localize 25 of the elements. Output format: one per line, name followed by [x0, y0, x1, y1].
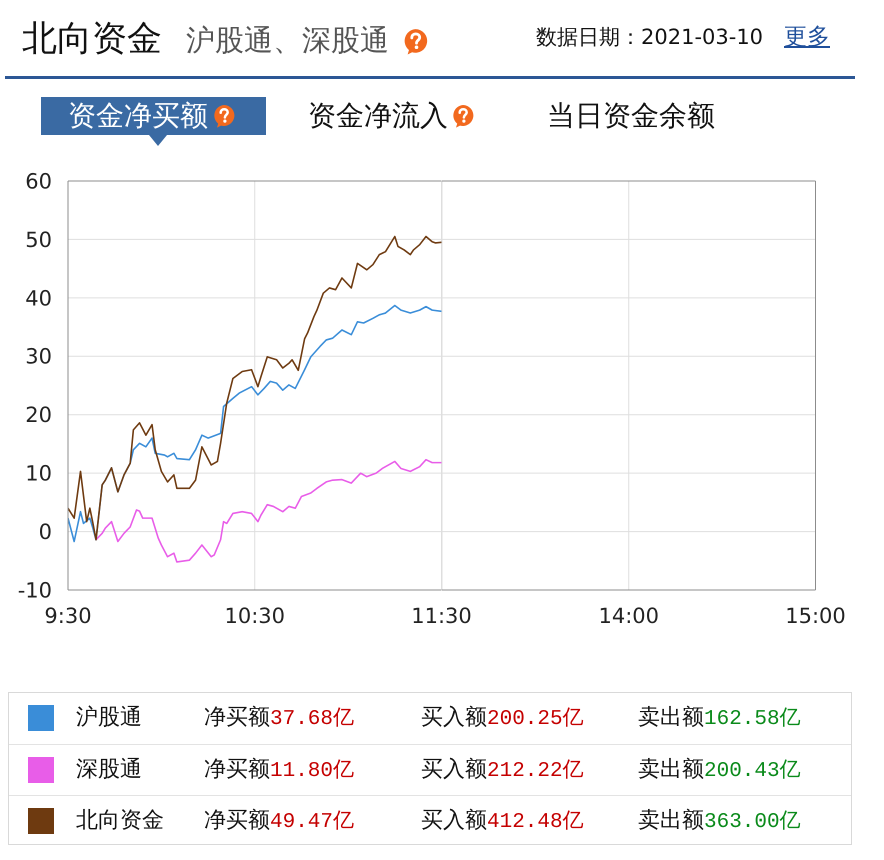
text: 资金净买额	[68, 99, 208, 132]
legend-label: 北向资金	[76, 808, 164, 833]
text: 当日资金余额	[547, 99, 715, 132]
chart-title: 北向资金	[22, 19, 162, 59]
y-tick-label: 30	[25, 344, 52, 369]
y-tick-label: 20	[25, 403, 52, 428]
y-tick-label: 0	[38, 520, 52, 544]
text: 数据日期：2021-03-10	[536, 25, 764, 49]
legend-table: 沪股通 净买额37.68亿 买入额200.25亿 卖出额162.58亿 深股通 净买额11.80亿 买入额212.22亿 卖出额200.43亿 北向资金 净买额49.47亿 买入额412.48亿 卖出额363.00亿	[8, 692, 852, 845]
legend-label: 深股通	[76, 757, 142, 782]
y-tick-label: -10	[18, 578, 52, 602]
x-tick-label: 11:30	[411, 604, 472, 628]
legend-label: 沪股通	[76, 705, 142, 730]
x-tick-label: 14:00	[598, 604, 659, 628]
y-tick-label: 10	[25, 462, 52, 486]
y-tick-label: 50	[25, 228, 52, 252]
text: 资金净流入	[308, 99, 448, 132]
x-tick-label: 9:30	[44, 604, 92, 628]
x-tick-label: 10:30	[224, 604, 286, 628]
text: 更多	[784, 24, 830, 50]
y-tick-label: 60	[25, 169, 52, 194]
line-series	[95, 458, 442, 563]
x-tick-label: 15:00	[784, 604, 846, 628]
chart-subtitle: 沪股通、深股通	[186, 23, 389, 57]
y-tick-label: 40	[25, 286, 52, 310]
